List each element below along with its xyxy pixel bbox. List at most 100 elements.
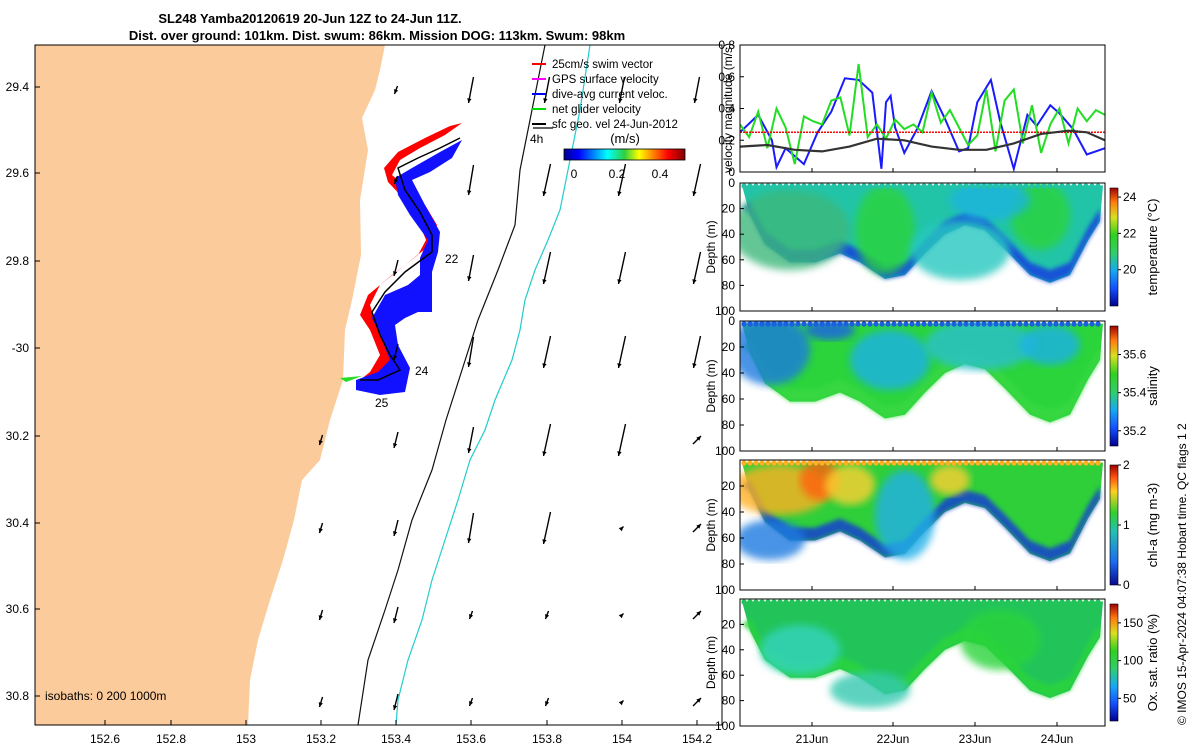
track-day-label-22: 22 [445,252,459,266]
oxygen-feature [830,672,910,708]
velocity-arrow [467,336,475,368]
surface-sample [945,599,951,605]
time-tick-label: 24Jun [1041,732,1074,746]
lat-tick-label: -30 [12,341,30,355]
velocity-arrow [543,76,551,104]
surface-sample [915,599,921,605]
surface-sample [1035,183,1041,189]
surface-sample [1095,183,1101,189]
chl-a-frame [739,459,1106,591]
colorbar-tick-label: 0.2 [609,167,626,181]
isobaths-label: isobaths: 0 200 1000m [45,689,166,703]
lon-tick-label: 154.2 [682,732,712,746]
velocity-arrow [392,693,399,711]
oxygen-deep-layer [742,618,1100,699]
surface-sample [879,599,885,605]
surface-sample [1041,321,1047,327]
surface-sample [861,460,867,466]
surface-sample [747,183,753,189]
surface-sample [1077,321,1083,327]
surface-sample [1017,599,1023,605]
surface-sample [1089,599,1095,605]
surface-sample [1071,183,1077,189]
velocity-arrow [468,610,474,620]
surface-sample [945,183,951,189]
surface-sample [981,599,987,605]
glider-track [360,137,461,381]
surface-sample [915,183,921,189]
surface-sample [1035,321,1041,327]
surface-sample [1023,460,1029,466]
surface-sample [903,321,909,327]
surface-sample [777,460,783,466]
velocity-arrow [692,251,702,285]
surface-sample [777,321,783,327]
lat-tick-label: 29.6 [6,166,30,180]
surface-sample [867,460,873,466]
surface-sample [939,183,945,189]
colorbar-tick-label: 2 [1123,458,1130,472]
surface-sample [951,321,957,327]
surface-sample [897,460,903,466]
surface-sample [975,599,981,605]
surface-sample [741,460,747,466]
surface-sample [831,599,837,605]
velocity-arrow [467,254,475,282]
surface-sample [1053,183,1059,189]
lon-tick-label: 153.8 [532,732,562,746]
velocity-arrow [392,606,399,624]
colorbar-tick-label: 0 [1123,578,1130,592]
surface-sample [831,183,837,189]
time-axis: 21Jun 22Jun 23Jun 24Jun [796,168,1074,746]
lat-tick-label: 30.8 [6,689,30,703]
depth-tick-label: 80 [722,694,736,708]
surface-sample [813,321,819,327]
surface-sample [747,599,753,605]
surface-sample [843,321,849,327]
velocity-arrow [318,696,324,708]
surface-sample [993,321,999,327]
surface-sample [1077,183,1083,189]
surface-sample [957,183,963,189]
depth-tick-label: 20 [722,202,736,216]
time-tick-label: 22Jun [877,732,910,746]
depth-ylabel: Depth (m) [704,498,718,551]
velocity-arrow [318,522,324,534]
surface-sample [1023,183,1029,189]
velocity-tick-label: 0.2 [718,133,735,147]
surface-sample [927,460,933,466]
velocity-arrow [617,335,627,369]
surface-sample [849,321,855,327]
surface-sample [993,460,999,466]
depth-tick-label: 40 [722,366,736,380]
surface-sample [891,599,897,605]
surface-sample [999,183,1005,189]
surface-sample [993,599,999,605]
surface-sample [1059,599,1065,605]
velocity-arrow [618,76,626,104]
velocity-arrow [617,251,627,285]
chl-a-cbar-label: chl-a (mg m-3) [1145,483,1160,568]
oxygen-feature [960,610,1040,670]
surface-sample [921,460,927,466]
surface-sample [1005,183,1011,189]
surface-sample [747,321,753,327]
chl-a-panel: 20 40 60 80 100 Depth (m) 0 1 2 chl-a (mg m-3) [704,458,1160,597]
surface-sample [771,599,777,605]
surface-sample [807,460,813,466]
surface-sample [1041,183,1047,189]
surface-sample [903,599,909,605]
surface-sample [1011,460,1017,466]
lon-tick-label: 153 [236,732,256,746]
surface-sample [801,599,807,605]
depth-tick-label: 60 [722,531,736,545]
surface-sample [957,321,963,327]
map-lon-axis: 152.6 152.8 153 153.2 153.4 153.6 153.8 154 154.… [90,720,712,746]
velocity-arrow [544,697,550,707]
depth-tick-label: 40 [722,643,736,657]
surface-sample [1017,183,1023,189]
depth-tick-label: 60 [722,668,736,682]
chl-a-deep-layer [742,479,1100,562]
surface-sample [825,460,831,466]
depth-tick-label: 100 [715,583,735,597]
